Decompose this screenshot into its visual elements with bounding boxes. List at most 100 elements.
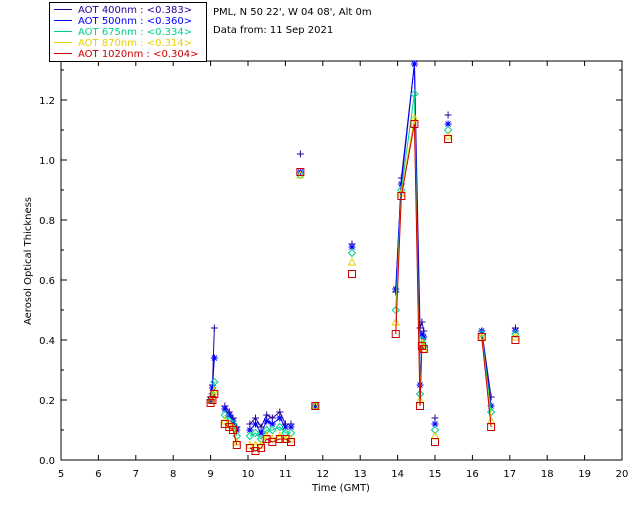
y-tick-label: 0.6 — [39, 276, 55, 287]
point-1020 — [257, 444, 266, 452]
point-500 — [420, 333, 428, 341]
point-500 — [418, 330, 426, 338]
x-tick-label: 15 — [429, 469, 442, 480]
legend-item-500: AOT 500nm : <0.360> — [54, 16, 192, 27]
point-1020 — [347, 270, 356, 278]
x-tick-label: 6 — [95, 469, 101, 480]
point-1020 — [210, 390, 219, 398]
legend-label-400: AOT 400nm : <0.383> — [78, 5, 193, 16]
point-500 — [410, 60, 418, 68]
point-1020 — [431, 438, 439, 446]
legend-swatch-500 — [54, 19, 72, 21]
x-tick-label: 5 — [58, 469, 64, 480]
point-675 — [511, 329, 520, 339]
point-675 — [245, 431, 255, 441]
x-tick-label: 11 — [279, 469, 292, 480]
point-1020 — [311, 402, 320, 410]
series-layer — [206, 60, 520, 455]
point-500 — [210, 354, 218, 362]
legend-item-675: AOT 675nm : <0.334> — [54, 27, 192, 38]
y-tick-label: 0.4 — [39, 336, 55, 347]
point-500 — [246, 426, 254, 434]
point-675 — [410, 89, 419, 99]
point-400 — [444, 111, 452, 119]
point-400 — [296, 150, 304, 158]
point-675 — [251, 428, 260, 438]
legend-label-870: AOT 870nm : <0.314> — [78, 38, 193, 49]
point-1020 — [477, 333, 486, 341]
date-info: Data from: 11 Sep 2021 — [213, 25, 334, 36]
point-500 — [444, 120, 452, 128]
series-line — [249, 438, 292, 452]
point-500 — [276, 414, 284, 422]
point-400 — [431, 414, 439, 422]
x-tick-label: 14 — [391, 469, 404, 480]
y-tick-label: 1.2 — [39, 96, 55, 107]
point-675 — [268, 425, 277, 435]
series-line — [395, 123, 425, 407]
point-870 — [347, 257, 357, 266]
point-675 — [347, 248, 357, 258]
series-line — [481, 336, 492, 428]
x-tick-label: 20 — [616, 469, 629, 480]
point-1020 — [487, 423, 496, 431]
x-tick-label: 13 — [354, 469, 367, 480]
point-500 — [348, 243, 356, 251]
point-1020 — [229, 426, 238, 434]
point-1020 — [391, 330, 400, 338]
legend-label-675: AOT 675nm : <0.334> — [78, 27, 193, 38]
point-1020 — [410, 120, 419, 128]
x-tick-label: 9 — [207, 469, 213, 480]
point-500 — [397, 180, 405, 188]
legend-item-1020: AOT 1020nm : <0.304> — [54, 49, 198, 60]
point-870 — [296, 170, 305, 179]
point-500 — [208, 384, 216, 392]
x-tick-label: 10 — [242, 469, 255, 480]
legend-label-500: AOT 500nm : <0.360> — [78, 16, 193, 27]
point-500 — [287, 423, 295, 431]
x-tick-label: 17 — [503, 469, 516, 480]
point-500 — [225, 411, 233, 419]
point-1020 — [444, 135, 453, 143]
legend-label-1020: AOT 1020nm : <0.304> — [78, 49, 199, 60]
point-500 — [487, 402, 495, 410]
x-tick-label: 7 — [133, 469, 139, 480]
point-1020 — [511, 336, 520, 344]
point-675 — [486, 407, 496, 417]
point-1020 — [275, 435, 284, 443]
x-tick-label: 8 — [170, 469, 176, 480]
series-line — [224, 423, 238, 446]
x-tick-label: 16 — [466, 469, 479, 480]
y-axis: 0.0 0.2 0.4 0.6 0.8 1.0 1.2 — [39, 69, 622, 467]
y-tick-label: 1.0 — [39, 156, 55, 167]
point-1020 — [296, 168, 305, 176]
point-500 — [221, 405, 229, 413]
point-400 — [263, 411, 271, 419]
legend-swatch-1020 — [54, 52, 72, 54]
x-axis-label: Time (GMT) — [311, 483, 370, 494]
point-400 — [251, 414, 259, 422]
y-tick-label: 0.2 — [39, 396, 55, 407]
point-500 — [392, 285, 400, 293]
legend-item-870: AOT 870nm : <0.314> — [54, 38, 192, 49]
point-500 — [257, 429, 265, 437]
point-400 — [268, 414, 276, 422]
point-1020 — [232, 441, 241, 449]
legend-swatch-675 — [54, 30, 72, 32]
point-675 — [275, 422, 284, 432]
legend-swatch-400 — [54, 8, 72, 10]
x-tick-label: 19 — [578, 469, 591, 480]
x-axis: 5 6 7 8 9 10 11 12 13 14 15 16 17 18 19 20 — [58, 61, 629, 480]
plot-frame — [60, 60, 623, 461]
point-400 — [418, 318, 426, 326]
site-info: PML, N 50 22', W 04 08', Alt 0m — [213, 7, 372, 18]
y-tick-label: 0.8 — [39, 216, 55, 227]
legend: AOT 400nm : <0.383> AOT 500nm : <0.360> … — [49, 2, 207, 62]
point-1020 — [397, 192, 406, 200]
legend-item-400: AOT 400nm : <0.383> — [54, 5, 192, 16]
y-axis-label: Aerosol Optical Thickness — [23, 197, 34, 325]
point-400 — [276, 408, 284, 416]
point-500 — [268, 420, 276, 428]
point-500 — [311, 402, 319, 410]
